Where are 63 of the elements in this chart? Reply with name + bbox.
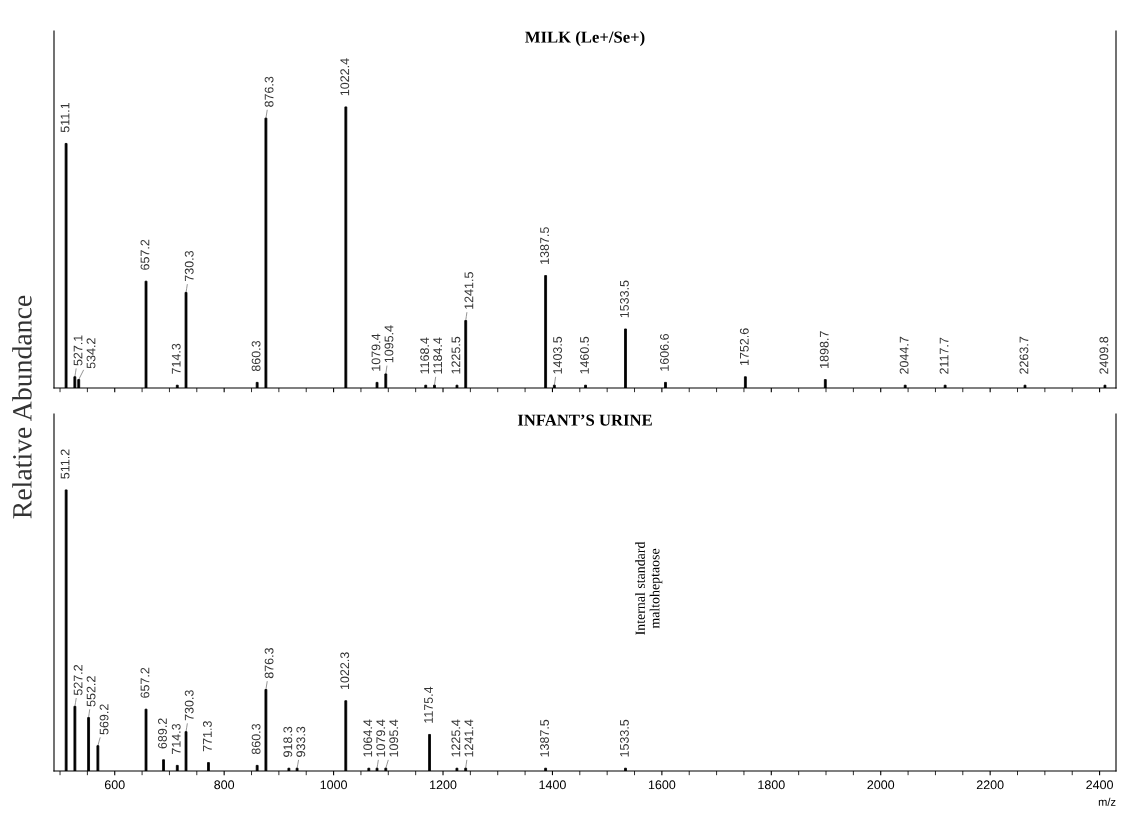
annotation: 730.3 — [184, 250, 194, 282]
annotation: 511.2 — [60, 449, 70, 479]
x-tick-label: 1600 — [648, 780, 676, 790]
annotation: 1387.5 — [540, 719, 549, 757]
annotation: 1175.4 — [424, 686, 433, 723]
annotation: 860.3 — [251, 340, 261, 372]
annotation: 657.2 — [140, 239, 150, 270]
annotation: 657.2 — [140, 667, 150, 698]
chart-title: INFANT’S URINE — [517, 414, 652, 426]
annotation: 527.2 — [73, 664, 83, 696]
annotation: 1387.5 — [540, 227, 549, 264]
annotation: 1095.4 — [389, 719, 399, 757]
annotation: 771.3 — [202, 721, 212, 752]
annotation: 714.3 — [171, 343, 181, 374]
x-axis-title: m/z — [1098, 797, 1116, 806]
x-tick-label: 2200 — [976, 780, 1004, 790]
annotation: 860.3 — [251, 723, 261, 755]
annotation: 1095.4 — [384, 325, 394, 363]
annotation: 511.1 — [60, 102, 70, 133]
annotation: 1022.4 — [340, 58, 350, 96]
annotation: 2044.7 — [899, 336, 909, 374]
annotation: 1898.7 — [819, 331, 829, 368]
annotation: 2117.7 — [939, 337, 949, 374]
x-tick-label: 2400 — [1086, 780, 1113, 790]
annotation: 1022.3 — [340, 652, 350, 690]
annotation: 1064.4 — [363, 719, 373, 757]
annotation: 552.2 — [86, 676, 96, 707]
annotation: 527.1 — [73, 335, 83, 366]
annotation: 1460.5 — [580, 336, 589, 374]
x-tick-label: 600 — [104, 780, 125, 790]
annotation: 1079.4 — [376, 719, 386, 757]
annotation: 2409.8 — [1099, 336, 1109, 374]
annotation: 1403.5 — [553, 336, 562, 374]
annotation: 1533.5 — [619, 280, 629, 318]
annotation: 933.3 — [296, 726, 306, 757]
annotation: Internal standard maltoheptaose — [635, 541, 663, 635]
annotation: 1606.6 — [659, 333, 669, 371]
annotation: 876.3 — [264, 648, 274, 679]
annotation: 1225.4 — [451, 719, 461, 757]
annotation: 1225.5 — [451, 336, 461, 374]
annotation: 714.3 — [171, 723, 181, 755]
chart-title: MILK (Le+/Se+) — [525, 31, 645, 47]
annotation: 1079.4 — [371, 333, 381, 371]
annotation: 918.3 — [283, 726, 293, 757]
x-tick-label: 800 — [214, 780, 235, 790]
y-axis-title: Relative Abundance — [12, 295, 32, 519]
annotation: 689.2 — [158, 718, 167, 749]
annotation: 1241.5 — [464, 272, 474, 309]
annotation: 2263.7 — [1019, 336, 1029, 374]
annotation: 1533.5 — [619, 719, 629, 757]
annotation: 1184.4 — [433, 337, 443, 374]
annotation: 569.2 — [99, 704, 109, 735]
x-tick-label: 1400 — [539, 780, 566, 790]
x-tick-label: 2000 — [867, 780, 895, 790]
x-tick-label: 1800 — [758, 780, 785, 790]
annotation: 1241.4 — [464, 719, 474, 757]
annotation: 1752.6 — [739, 328, 749, 366]
x-tick-label: 1200 — [430, 780, 457, 790]
annotation: 730.3 — [184, 690, 194, 721]
annotation: 876.3 — [264, 76, 274, 107]
annotation: 1168.4 — [420, 337, 430, 374]
x-tick-label: 1000 — [320, 780, 348, 790]
annotation: 534.2 — [86, 338, 96, 369]
